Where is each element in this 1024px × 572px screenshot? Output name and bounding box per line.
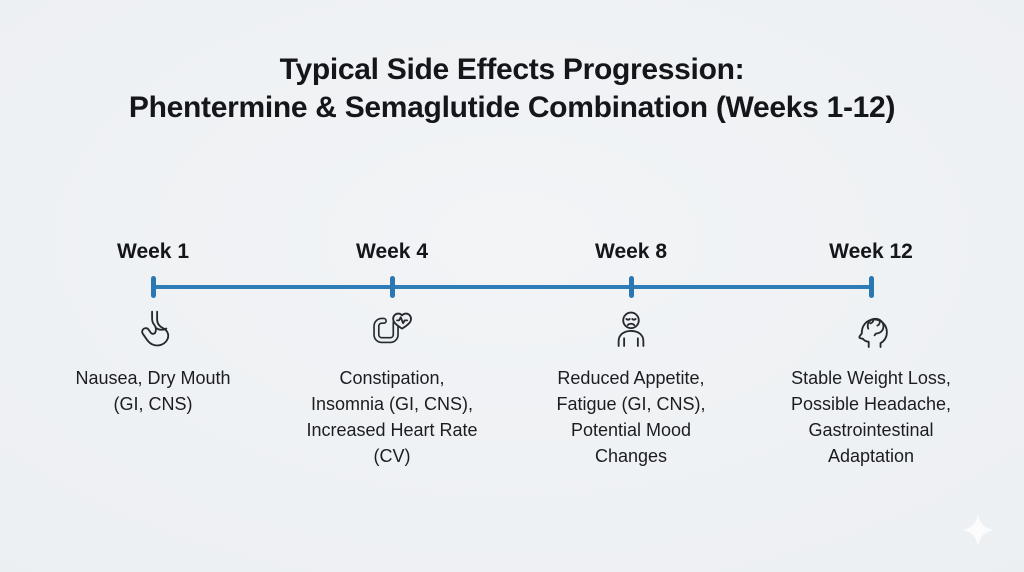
milestone-week4: Week 4 Constipation, Insomnia (GI, CNS),… [272, 239, 512, 469]
side-effect-line: Insomnia (GI, CNS), [310, 394, 474, 414]
side-effect-line: Possible Headache, [790, 394, 952, 414]
side-effect-line: Changes [594, 446, 668, 466]
stomach-icon [131, 308, 175, 352]
week-label: Week 12 [829, 240, 913, 263]
side-effect-line: Potential Mood [570, 420, 692, 440]
week-label: Week 8 [595, 240, 667, 263]
week-label: Week 1 [117, 240, 189, 263]
page-title: Typical Side Effects Progression: Phente… [0, 51, 1024, 127]
milestone-week12: Week 12 Stable Weight Loss, Possible Hea… [751, 239, 991, 469]
head-brain-icon [849, 308, 893, 352]
side-effect-line: Constipation, [339, 368, 445, 388]
timeline-axis [153, 285, 871, 289]
side-effect-line: Nausea, Dry Mouth [75, 368, 231, 388]
side-effect-line: Adaptation [827, 446, 915, 466]
side-effects-text: Nausea, Dry Mouth (GI, CNS) [75, 365, 230, 417]
fatigued-person-icon [609, 308, 653, 352]
side-effect-line: Reduced Appetite, [557, 368, 705, 388]
sparkle-icon [962, 514, 994, 546]
side-effect-line: (GI, CNS) [113, 394, 193, 414]
timeline-tick-week8 [629, 276, 634, 298]
milestone-week8: Week 8 Reduced Appetite, Fatigue (GI, CN… [511, 239, 751, 469]
side-effect-line: Fatigue (GI, CNS), [556, 394, 706, 414]
timeline-tick-week1 [151, 276, 156, 298]
side-effect-line: Increased Heart Rate [306, 420, 478, 440]
side-effects-text: Constipation, Insomnia (GI, CNS), Increa… [306, 365, 477, 469]
intestine-heart-icon [370, 308, 414, 352]
title-line-1: Typical Side Effects Progression: [279, 53, 745, 86]
side-effects-text: Stable Weight Loss, Possible Headache, G… [791, 365, 951, 469]
timeline-tick-week12 [869, 276, 874, 298]
milestone-week1: Week 1 Nausea, Dry Mouth (GI, CNS) [33, 239, 273, 417]
title-line-2: Phentermine & Semaglutide Combination (W… [128, 91, 896, 124]
week-label: Week 4 [356, 240, 428, 263]
timeline-tick-week4 [390, 276, 395, 298]
side-effect-line: Stable Weight Loss, [791, 368, 951, 388]
side-effect-line: (CV) [373, 446, 411, 466]
side-effects-text: Reduced Appetite, Fatigue (GI, CNS), Pot… [556, 365, 705, 469]
side-effect-line: Gastrointestinal [808, 420, 934, 440]
